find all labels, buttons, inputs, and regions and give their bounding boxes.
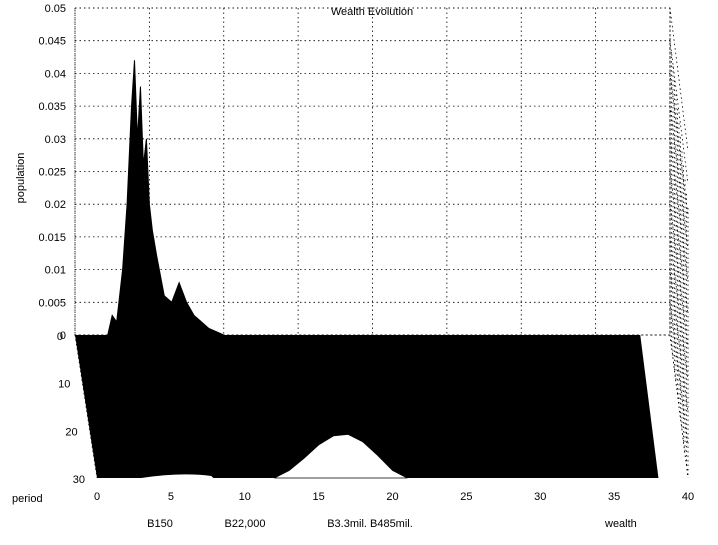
- x-tick-label: 30: [534, 491, 546, 503]
- x-tick-label: 10: [239, 491, 251, 503]
- axis-labels: 0 0.005 0.01 0.015 0.02 0.025 0.03 0.035 0.04 0.0…: [38, 3, 694, 530]
- series-period-0: [107, 60, 224, 336]
- side-wall: [669, 7, 689, 479]
- z-tick-label: 0.025: [38, 167, 66, 179]
- z-tick-label: 0.02: [45, 199, 66, 211]
- x-tick-label: 5: [168, 491, 174, 503]
- z-tick-label: 0.03: [45, 134, 66, 146]
- z-tick-label: 0.005: [38, 297, 66, 309]
- chart-title: Wealth Evolution: [331, 6, 413, 18]
- y-axis-label: period: [12, 493, 43, 505]
- side-diagonal: [669, 73, 689, 217]
- surface-sheet: [75, 335, 659, 478]
- series-period-30: [274, 433, 408, 479]
- side-diagonal: [669, 302, 689, 446]
- side-diagonal: [669, 171, 689, 315]
- z-tick-label: 0.04: [45, 68, 66, 80]
- y-tick-label: 0: [57, 331, 63, 343]
- wealth-annotation: B22,000: [225, 518, 266, 530]
- z-axis-label: population: [15, 153, 27, 204]
- x-tick-label: 15: [313, 491, 325, 503]
- x-axis-label: wealth: [604, 518, 637, 530]
- side-diagonal: [669, 7, 689, 152]
- x-tick-label: 35: [608, 491, 620, 503]
- side-diagonal: [669, 269, 689, 413]
- wealth-annotation: B150: [147, 518, 173, 530]
- floor-gridline: [669, 334, 689, 479]
- wealth-annotation: B3.3mil. B485mil.: [327, 518, 413, 530]
- x-tick-label: 25: [460, 491, 472, 503]
- side-diagonal: [669, 236, 689, 380]
- y-tick-label: 30: [73, 474, 85, 486]
- z-tick-label: 0.05: [45, 3, 66, 15]
- y-tick-label: 10: [58, 379, 70, 391]
- back-wall: [74, 7, 671, 336]
- z-tick-label: 0.035: [38, 101, 66, 113]
- z-tick-label: 0.015: [38, 232, 66, 244]
- z-tick-label: 0.045: [38, 36, 66, 48]
- z-tick-label: 0: [60, 330, 66, 342]
- side-diagonal: [669, 40, 689, 184]
- x-tick-label: 20: [386, 491, 398, 503]
- side-diagonal: [669, 138, 689, 282]
- y-tick-label: 20: [65, 426, 77, 438]
- z-tick-label: 0.01: [45, 265, 66, 277]
- surface: [75, 60, 659, 479]
- series-period-30-shoulder: [141, 474, 214, 478]
- side-diagonal: [669, 106, 689, 250]
- x-tick-label: 0: [94, 491, 100, 503]
- side-diagonal: [669, 204, 689, 348]
- x-tick-label: 40: [682, 491, 694, 503]
